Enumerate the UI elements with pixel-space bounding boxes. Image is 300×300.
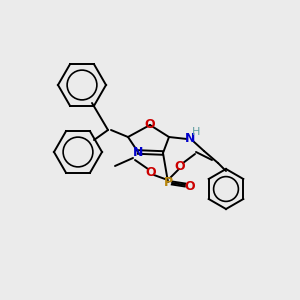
Text: P: P: [164, 176, 172, 188]
Text: H: H: [192, 127, 200, 137]
Text: O: O: [145, 118, 155, 131]
Text: N: N: [133, 146, 143, 158]
Text: O: O: [185, 179, 195, 193]
Text: N: N: [185, 133, 195, 146]
Text: O: O: [175, 160, 185, 172]
Text: O: O: [146, 166, 156, 178]
